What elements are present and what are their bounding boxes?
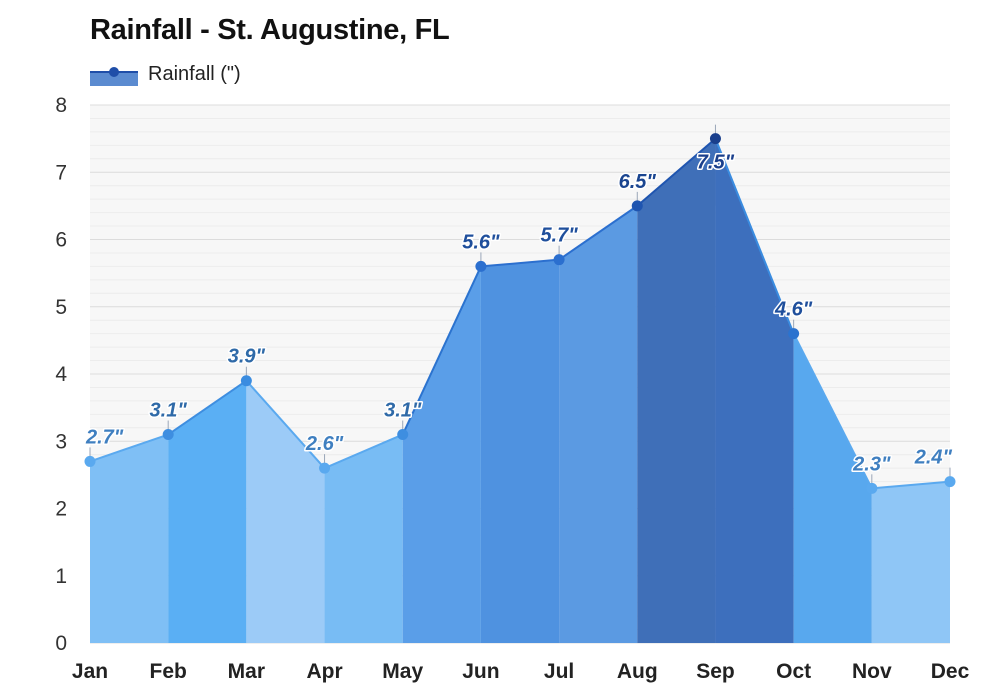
data-point bbox=[319, 462, 331, 474]
series-line-segment bbox=[714, 138, 795, 335]
data-label: 6.5" bbox=[619, 171, 657, 193]
legend: Rainfall (") bbox=[90, 62, 241, 86]
data-label: 2.7" bbox=[85, 426, 124, 448]
data-label: 7.5" bbox=[697, 152, 735, 174]
series-line-segment bbox=[167, 379, 247, 436]
y-tick-label: 1 bbox=[55, 565, 67, 588]
x-tick-label: Oct bbox=[776, 660, 811, 683]
x-tick-label: Jun bbox=[462, 660, 499, 683]
series-line-segment bbox=[324, 433, 404, 470]
area-band bbox=[793, 333, 872, 643]
legend-swatch bbox=[90, 62, 138, 86]
area-band bbox=[871, 481, 950, 643]
y-tick-label: 2 bbox=[55, 498, 67, 521]
x-tick-label: Nov bbox=[852, 660, 892, 683]
y-tick-label: 5 bbox=[55, 296, 67, 319]
data-label: 5.7" bbox=[540, 225, 578, 247]
data-label: 2.4" bbox=[914, 447, 953, 469]
series-line-segment bbox=[792, 333, 873, 489]
x-tick-label: Apr bbox=[306, 660, 342, 683]
data-point bbox=[788, 328, 800, 340]
x-tick-label: Dec bbox=[931, 660, 970, 683]
data-label: 2.6" bbox=[305, 433, 344, 455]
series-line-segment bbox=[89, 433, 169, 463]
x-tick-label: Mar bbox=[228, 660, 265, 683]
data-point bbox=[162, 429, 174, 441]
area-band bbox=[324, 434, 403, 643]
area-band bbox=[637, 138, 716, 643]
x-tick-label: Sep bbox=[696, 660, 735, 683]
data-point bbox=[709, 133, 721, 145]
area-band bbox=[559, 205, 638, 643]
data-point bbox=[944, 476, 956, 488]
area-band bbox=[168, 380, 247, 643]
data-point bbox=[553, 254, 565, 266]
area-band bbox=[480, 259, 560, 643]
data-label: 2.3" bbox=[852, 453, 891, 475]
series-line-segment bbox=[245, 380, 326, 469]
series-line-segment bbox=[480, 258, 560, 268]
data-label: 3.9" bbox=[228, 346, 266, 368]
area-band bbox=[402, 266, 481, 643]
data-point bbox=[84, 455, 96, 467]
chart-title: Rainfall - St. Augustine, FL bbox=[90, 14, 450, 46]
x-tick-label: Feb bbox=[150, 660, 187, 683]
data-point bbox=[475, 260, 487, 272]
data-label: 5.6" bbox=[462, 231, 500, 253]
area-band bbox=[715, 138, 794, 643]
data-point bbox=[866, 482, 878, 494]
data-label: 3.1" bbox=[150, 400, 188, 422]
area-band bbox=[90, 434, 169, 643]
y-tick-label: 0 bbox=[55, 632, 67, 655]
series-line-segment bbox=[871, 480, 951, 490]
x-tick-label: May bbox=[382, 660, 423, 683]
series-line-segment bbox=[558, 205, 638, 261]
y-tick-label: 6 bbox=[55, 229, 67, 252]
data-label: 3.1" bbox=[384, 400, 422, 422]
y-tick-label: 4 bbox=[55, 363, 67, 386]
y-tick-label: 8 bbox=[55, 94, 67, 117]
y-tick-label: 7 bbox=[55, 161, 67, 184]
legend-label: Rainfall (") bbox=[148, 62, 241, 85]
series-line-segment bbox=[401, 265, 482, 435]
data-label: 4.6" bbox=[774, 299, 813, 321]
data-point bbox=[631, 200, 643, 212]
series-line-segment bbox=[636, 137, 717, 207]
legend-marker-icon bbox=[90, 67, 138, 86]
data-point bbox=[240, 375, 252, 387]
x-tick-label: Jul bbox=[544, 660, 574, 683]
data-point bbox=[397, 429, 409, 441]
y-tick-label: 3 bbox=[55, 430, 67, 453]
x-tick-label: Aug bbox=[617, 660, 658, 683]
x-tick-label: Jan bbox=[72, 660, 108, 683]
